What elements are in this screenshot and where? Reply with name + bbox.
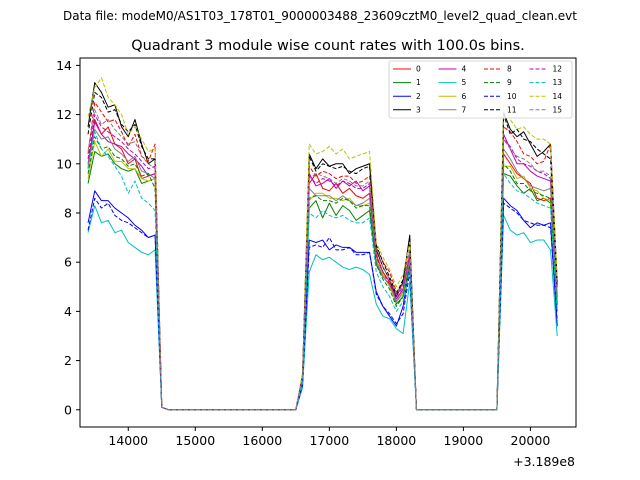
chart-title: Quadrant 3 module wise count rates with … <box>131 38 525 54</box>
y-tick-label: 6 <box>64 255 72 270</box>
legend-label-12: 12 <box>553 65 563 74</box>
x-tick-label: 14000 <box>108 433 148 448</box>
x-tick-label: 19000 <box>444 433 484 448</box>
plot-background <box>80 58 576 427</box>
legend-label-6: 6 <box>462 92 467 101</box>
legend-label-0: 0 <box>416 65 421 74</box>
legend-label-1: 1 <box>416 78 421 87</box>
legend-label-2: 2 <box>416 92 421 101</box>
x-tick-label: 15000 <box>175 433 215 448</box>
y-tick-label: 12 <box>56 107 72 122</box>
y-tick-label: 2 <box>64 353 72 368</box>
x-tick-label: 20000 <box>511 433 551 448</box>
figure-suptitle: Data file: modeM0/AS1T03_178T01_90000034… <box>63 9 577 23</box>
legend-label-8: 8 <box>507 65 512 74</box>
legend-label-11: 11 <box>507 105 517 114</box>
y-tick-label: 14 <box>56 58 72 73</box>
legend-label-3: 3 <box>416 105 421 114</box>
series-line-15 <box>87 109 558 411</box>
legend-box <box>388 60 573 119</box>
legend-label-5: 5 <box>462 78 467 87</box>
y-tick-label: 0 <box>64 402 72 417</box>
legend-label-9: 9 <box>507 78 512 87</box>
legend-label-15: 15 <box>553 105 563 114</box>
x-tick-label: 18000 <box>376 433 416 448</box>
axes: 14000 15000 16000 17000 18000 19000 20000 0 2 4 6 8… <box>56 57 577 448</box>
x-tick-label: 16000 <box>242 433 282 448</box>
series-lines <box>87 77 558 411</box>
legend-label-13: 13 <box>553 78 563 87</box>
legend-label-10: 10 <box>507 92 517 101</box>
legend-label-7: 7 <box>462 105 467 114</box>
x-tick-label: 17000 <box>309 433 349 448</box>
axes-frame <box>79 57 577 428</box>
legend-label-14: 14 <box>553 92 563 101</box>
x-offset-label: +3.189e8 <box>513 454 575 469</box>
legend-label-4: 4 <box>462 65 467 74</box>
y-tick-label: 10 <box>56 156 72 171</box>
plot-area <box>80 58 576 427</box>
y-tick-label: 4 <box>64 304 72 319</box>
y-tick-label: 8 <box>64 205 72 220</box>
